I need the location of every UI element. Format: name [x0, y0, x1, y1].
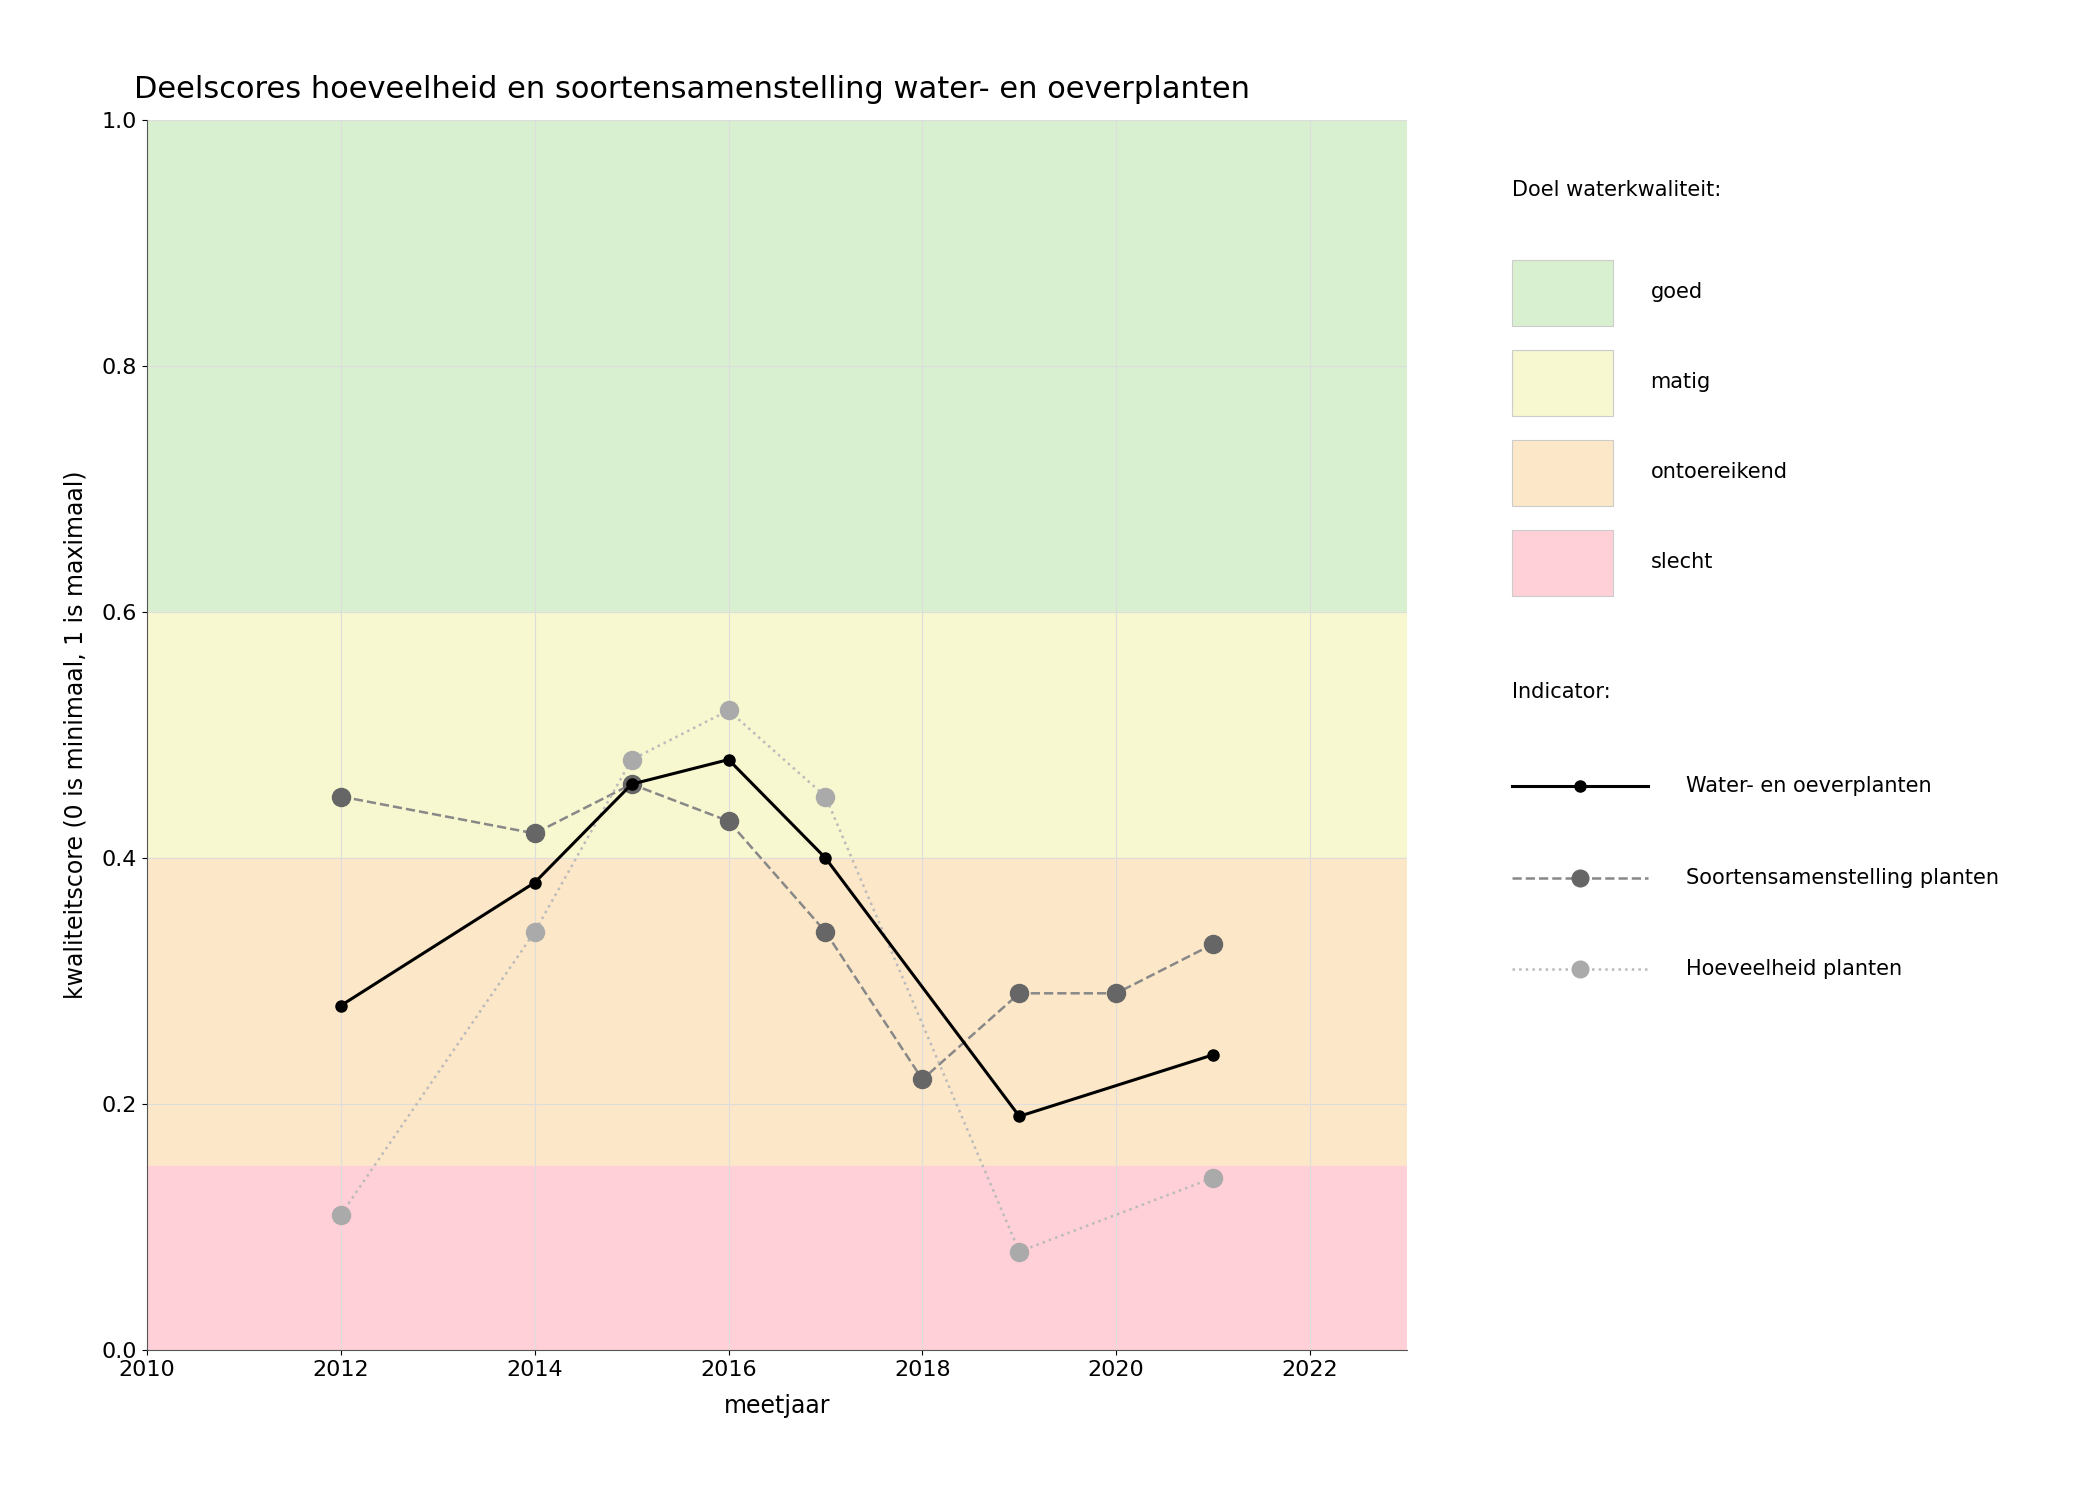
Text: ontoereikend: ontoereikend: [1651, 462, 1787, 483]
Soortensamenstelling planten: [813, 922, 838, 940]
Text: Doel waterkwaliteit:: Doel waterkwaliteit:: [1512, 180, 1722, 200]
Soortensamenstelling planten: [1201, 934, 1226, 952]
Text: Hoeveelheid planten: Hoeveelheid planten: [1686, 958, 1903, 980]
Soortensamenstelling planten: [1006, 984, 1031, 1002]
Text: Soortensamenstelling planten: Soortensamenstelling planten: [1686, 867, 1999, 888]
Soortensamenstelling planten: [716, 812, 741, 830]
Text: slecht: slecht: [1651, 552, 1714, 573]
Bar: [147, 858, 1407, 1166]
Water- en oeverplanten: [1201, 1046, 1226, 1064]
Soortensamenstelling planten: [620, 776, 645, 794]
Water- en oeverplanten: [328, 996, 353, 1014]
Hoeveelheid planten: [1201, 1168, 1226, 1186]
Hoeveelheid planten: [328, 1206, 353, 1224]
Bar: [147, 1166, 1407, 1350]
Hoeveelheid planten: [1006, 1242, 1031, 1260]
X-axis label: meetjaar: meetjaar: [724, 1394, 830, 1417]
Text: goed: goed: [1651, 282, 1703, 303]
Line: Water- en oeverplanten: Water- en oeverplanten: [336, 754, 1218, 1122]
Y-axis label: kwaliteitscore (0 is minimaal, 1 is maximaal): kwaliteitscore (0 is minimaal, 1 is maxi…: [63, 471, 88, 999]
Soortensamenstelling planten: [523, 825, 548, 843]
Text: matig: matig: [1651, 372, 1712, 393]
Line: Soortensamenstelling planten: Soortensamenstelling planten: [332, 776, 1222, 1089]
Bar: [147, 120, 1407, 612]
Text: Water- en oeverplanten: Water- en oeverplanten: [1686, 776, 1932, 796]
Hoeveelheid planten: [813, 788, 838, 806]
Hoeveelheid planten: [716, 702, 741, 720]
Bar: [147, 612, 1407, 858]
Soortensamenstelling planten: [909, 1071, 934, 1089]
Water- en oeverplanten: [1006, 1107, 1031, 1125]
Water- en oeverplanten: [523, 873, 548, 891]
Hoeveelheid planten: [523, 922, 548, 940]
Water- en oeverplanten: [620, 776, 645, 794]
Hoeveelheid planten: [620, 750, 645, 768]
Soortensamenstelling planten: [1105, 984, 1130, 1002]
Text: Indicator:: Indicator:: [1512, 682, 1611, 702]
Water- en oeverplanten: [813, 849, 838, 867]
Soortensamenstelling planten: [328, 788, 353, 806]
Water- en oeverplanten: [716, 750, 741, 768]
Text: Deelscores hoeveelheid en soortensamenstelling water- en oeverplanten: Deelscores hoeveelheid en soortensamenst…: [134, 75, 1250, 104]
Line: Hoeveelheid planten: Hoeveelheid planten: [332, 702, 1222, 1260]
